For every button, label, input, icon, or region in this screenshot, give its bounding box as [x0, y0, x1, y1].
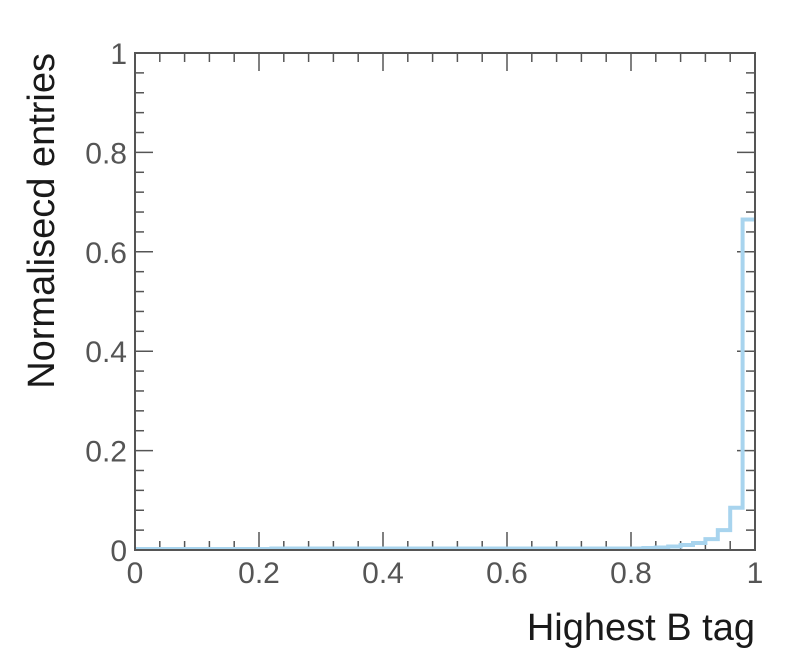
y-tick-labels: 0 0.2 0.4 0.6 0.8 1	[85, 38, 127, 568]
x-tick-label: 0	[127, 557, 144, 590]
y-tick-label: 0.6	[85, 237, 127, 270]
x-tick-label: 0.6	[486, 557, 528, 590]
y-tick-label: 0	[110, 535, 127, 568]
x-tick-label: 0.8	[610, 557, 652, 590]
y-tick-label: 0.2	[85, 436, 127, 469]
y-axis-title: Normalisecd entries	[21, 53, 63, 389]
x-tick-label: 1	[747, 557, 764, 590]
plot-frame	[134, 52, 756, 551]
x-tick-labels: 0 0.2 0.4 0.6 0.8 1	[127, 557, 764, 590]
y-tick-label: 1	[110, 38, 127, 71]
x-tick-label: 0.4	[362, 557, 404, 590]
y-tick-label: 0.8	[85, 137, 127, 170]
axis-ticks	[134, 52, 756, 551]
x-axis-title: Highest B tag	[527, 607, 755, 649]
x-tick-label: 0.2	[238, 557, 280, 590]
y-tick-label: 0.4	[85, 336, 127, 369]
histogram-series	[135, 217, 755, 552]
